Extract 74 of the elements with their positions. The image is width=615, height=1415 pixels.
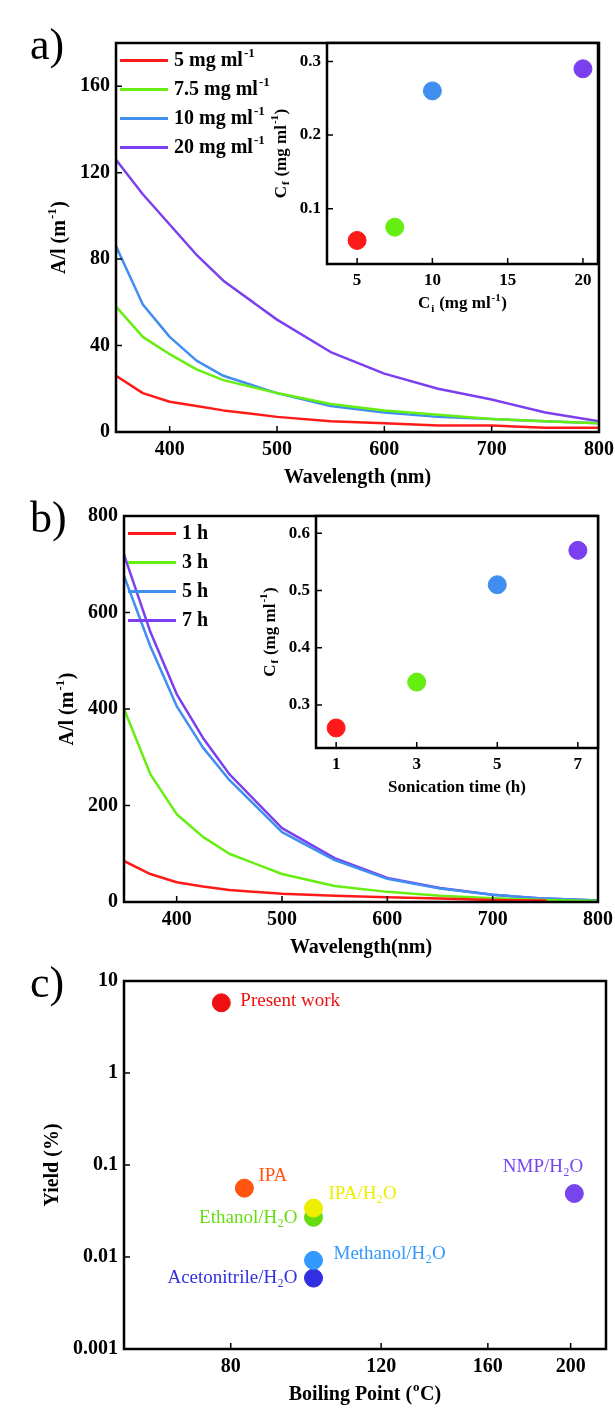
x-tick-label: 600: [372, 907, 403, 930]
point: [422, 81, 442, 101]
y-tick-label: 1: [108, 1060, 118, 1083]
series-label: NMP/H₂O: [502, 1155, 584, 1177]
x-tick-label: 400: [154, 437, 185, 460]
y-axis-title: Cf (mg ml-1): [257, 587, 281, 677]
y-tick-label: 40: [90, 332, 110, 355]
point: [568, 540, 588, 560]
y-tick-label: 600: [88, 599, 118, 622]
x-tick-label: 700: [476, 437, 507, 460]
x-tick-label: 500: [267, 907, 297, 930]
legend-label: 3 h: [182, 549, 209, 572]
x-tick-label: 5: [352, 269, 362, 289]
x-axis-title: Sonication time (h): [388, 777, 526, 797]
y-tick-label: 0.4: [288, 637, 311, 657]
y-axis-title: Cf (mg ml-1): [268, 108, 292, 199]
x-tick-label: 10: [423, 269, 441, 289]
x-tick-label: 800: [583, 907, 613, 930]
x-axis-title: Wavelength (nm): [283, 465, 432, 489]
point: [347, 230, 367, 250]
x-axis-title: Wavelength(nm): [289, 935, 433, 959]
y-tick-label: 400: [88, 696, 118, 719]
y-tick-label: 200: [88, 792, 118, 815]
point: [573, 59, 593, 79]
x-tick-label: 800: [584, 437, 614, 460]
legend-label: 1 h: [182, 520, 209, 543]
y-tick-label: 0.5: [288, 579, 310, 599]
y-tick-label: 0: [108, 889, 118, 912]
y-tick-label: 0.01: [83, 1244, 118, 1267]
x-tick-label: 20: [574, 269, 592, 289]
x-tick-label: 160: [472, 1354, 503, 1377]
y-tick-label: 0.001: [73, 1336, 118, 1359]
y-tick-label: 800: [88, 503, 118, 526]
y-tick-label: 10: [98, 968, 118, 991]
x-tick-label: 80: [220, 1354, 241, 1377]
y-axis-title: A/l (m-1): [52, 672, 79, 746]
x-tick-label: 700: [477, 907, 508, 930]
x-tick-label: 3: [412, 753, 421, 773]
y-tick-label: 120: [80, 159, 110, 182]
x-tick-label: 1: [331, 753, 341, 773]
point: [326, 718, 346, 738]
series-label: Ethanol/H₂O: [199, 1206, 298, 1228]
x-tick-label: 120: [366, 1354, 397, 1377]
x-tick-label: 7: [573, 753, 583, 773]
y-tick-label: 0.3: [288, 694, 310, 714]
series-label: Acetonitrile/H₂O: [167, 1266, 298, 1288]
y-tick-label: 0: [100, 419, 110, 442]
x-tick-label: 200: [555, 1354, 586, 1377]
y-tick-label: 0.1: [299, 198, 321, 218]
y-axis-title: Yield (%): [40, 1123, 64, 1207]
x-tick-label: 400: [161, 907, 192, 930]
y-tick-label: 0.6: [288, 522, 310, 542]
y-tick-label: 160: [80, 73, 110, 96]
y-tick-label: 0.1: [93, 1152, 118, 1175]
series-label: IPA: [258, 1164, 288, 1186]
series-label: Present work: [240, 988, 341, 1010]
chart-title: c): [30, 957, 65, 1007]
chart-title: b): [30, 492, 67, 542]
x-tick-label: 5: [493, 753, 502, 773]
series-label: IPA/H₂O: [328, 1182, 397, 1204]
x-tick-label: 600: [369, 437, 400, 460]
legend-label: 5 h: [182, 578, 209, 601]
point: [407, 672, 427, 692]
y-tick-label: 0.3: [299, 50, 321, 70]
point: [487, 575, 507, 595]
series-label: Methanol/H₂O: [333, 1242, 446, 1264]
y-tick-label: 0.2: [299, 124, 321, 144]
x-tick-label: 500: [262, 437, 292, 460]
chart-title: a): [30, 19, 65, 69]
y-axis-title: A/l (m-1): [44, 201, 71, 274]
x-tick-label: 15: [499, 269, 517, 289]
point: [385, 217, 405, 237]
y-tick-label: 80: [90, 246, 110, 269]
legend-label: 7 h: [182, 607, 209, 630]
